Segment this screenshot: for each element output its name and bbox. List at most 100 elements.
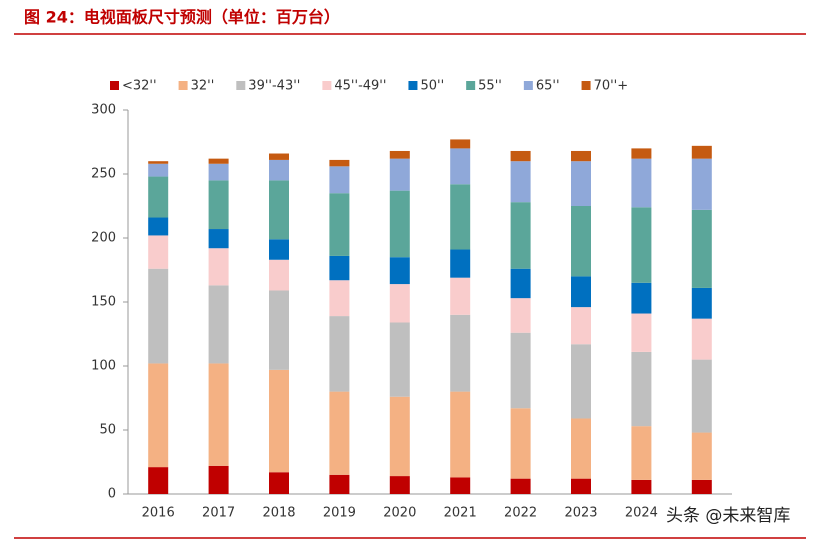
bar-segment [510, 150, 531, 162]
bar-segment [148, 235, 169, 269]
legend-label: 32'' [191, 79, 215, 94]
bar-segment [450, 184, 471, 250]
legend-label: 39''-43'' [248, 79, 300, 94]
y-tick-label: 150 [91, 295, 116, 310]
bar-segment [269, 369, 289, 473]
bar-segment [631, 313, 652, 352]
bar-segment [510, 161, 531, 203]
bar-segment [329, 474, 350, 494]
bar-segment [510, 408, 531, 479]
bar-segment [631, 148, 652, 159]
bar-segment [571, 418, 591, 479]
legend-swatch [581, 81, 591, 90]
chart-title: 图 24：电视面板尺寸预测（单位：百万台） [24, 8, 340, 27]
bar-segment [389, 476, 410, 494]
legend-swatch [110, 81, 119, 90]
bar-segment [208, 465, 229, 494]
bar-segment [691, 359, 712, 433]
legend-swatch [322, 81, 332, 90]
bar-segment [329, 255, 350, 281]
x-tick-label: 2021 [444, 506, 477, 521]
bar-segment [208, 158, 229, 164]
legend-label: 45''-49'' [334, 79, 386, 94]
bar-segment [329, 193, 350, 256]
bar-segment [389, 190, 410, 258]
bar-segment [208, 248, 229, 286]
y-tick-label: 200 [91, 231, 116, 246]
x-tick-label: 2023 [564, 506, 597, 521]
bar-segment [269, 153, 289, 160]
bar-segment [450, 391, 471, 478]
bar-segment [208, 180, 229, 230]
bar-segment [510, 478, 531, 494]
bar-segment [631, 351, 652, 427]
bar-segment [510, 202, 531, 269]
bar-segment [691, 479, 712, 494]
bar-segment [329, 166, 350, 194]
legend-label: 55'' [478, 79, 502, 94]
bar-segment [450, 139, 471, 149]
x-tick-label: 2024 [625, 506, 658, 521]
bar-segment [269, 159, 289, 181]
y-tick-label: 0 [108, 487, 116, 502]
legend-swatch [523, 81, 533, 90]
bar-segment [571, 206, 591, 277]
bar-segment [631, 158, 652, 208]
bar-segment [208, 285, 229, 364]
bar-segment [329, 316, 350, 392]
bar-segment [208, 163, 229, 181]
bar-segment [389, 158, 410, 191]
bar-segment [691, 318, 712, 360]
bar-segment [148, 467, 169, 494]
bar-segment [389, 257, 410, 285]
bar-segment [329, 280, 350, 317]
legend-swatch [178, 81, 188, 90]
legend-swatch [408, 81, 418, 90]
y-tick-label: 100 [91, 359, 116, 374]
legend-swatch [236, 81, 246, 90]
bar-segment [691, 432, 712, 480]
bar-segment [510, 268, 531, 299]
bar-segment [691, 158, 712, 210]
bar-segment [691, 209, 712, 288]
bar-segment [450, 314, 471, 392]
x-tick-label: 2018 [262, 506, 295, 521]
bar-segment [208, 363, 229, 466]
bar-segment [148, 217, 169, 236]
bar-segment [450, 477, 471, 494]
x-tick-label: 2022 [504, 506, 537, 521]
bar-segment [389, 322, 410, 397]
bar-segment [148, 268, 169, 364]
bar-segment [631, 282, 652, 314]
legend-label: 70''+ [594, 79, 629, 94]
bar-segment [571, 307, 591, 345]
legend-label: 50'' [420, 79, 444, 94]
bar-segment [269, 472, 289, 494]
watermark: 头条 @未来智库 [666, 506, 790, 526]
bar-segment [329, 391, 350, 475]
bar-segment [269, 290, 289, 370]
x-tick-label: 2017 [202, 506, 235, 521]
bar-segment [269, 239, 289, 260]
bar-segment [571, 478, 591, 494]
bar-segment [691, 145, 712, 159]
bar-segment [450, 277, 471, 315]
bar-segment [389, 396, 410, 477]
bar-segment [148, 161, 169, 164]
legend-swatch [466, 81, 476, 90]
bar-segment [329, 159, 350, 167]
bar-segment [631, 207, 652, 283]
bar-segment [691, 287, 712, 319]
bar-segment [148, 163, 169, 177]
bar-segment [389, 150, 410, 159]
y-tick-label: 250 [91, 167, 116, 182]
x-tick-label: 2020 [383, 506, 416, 521]
y-tick-label: 300 [91, 103, 116, 118]
bar-segment [450, 249, 471, 278]
bar-segment [571, 344, 591, 419]
bar-segment [269, 180, 289, 240]
bar-segment [450, 148, 471, 185]
legend-label: <32'' [122, 79, 157, 94]
bar-segment [510, 298, 531, 333]
